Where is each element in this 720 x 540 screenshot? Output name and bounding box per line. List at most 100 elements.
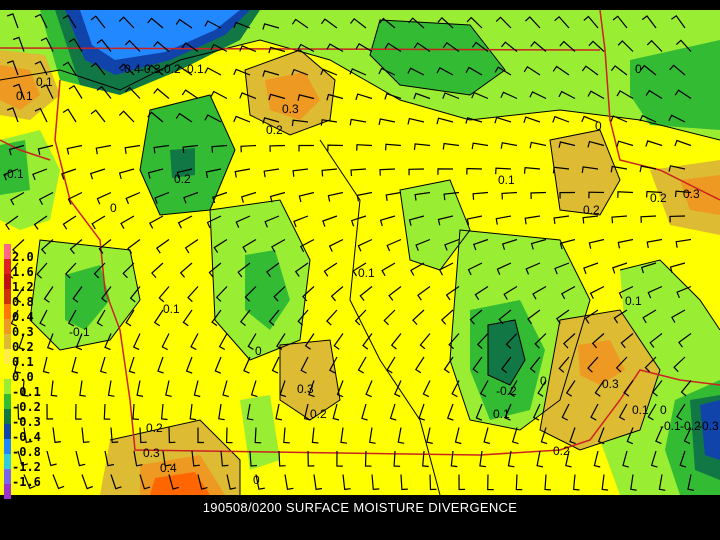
wind-barb [501,191,518,200]
wind-barb [552,166,570,174]
wind-barb [128,356,136,374]
wind-barb [437,17,454,29]
wind-barb [12,239,25,255]
wind-barb [124,39,141,52]
wind-barb [208,262,222,278]
wind-barb [181,89,199,99]
wind-barb [255,474,265,490]
wind-barb [333,333,344,350]
wind-barb [503,285,518,300]
wind-barb [90,62,106,76]
wind-barb [17,403,25,420]
wind-barb [646,39,663,52]
wind-barb [558,356,570,373]
wind-barb [413,143,431,150]
wind-barb [544,474,551,491]
legend-swatch [4,409,11,424]
wind-barb [530,191,547,200]
wind-barb [175,112,193,123]
wind-barb [125,309,135,327]
wind-barb [610,65,628,76]
wind-barb [540,427,548,445]
contour-label: -0.1 [183,62,204,76]
wind-barb [443,356,454,374]
wind-barb [511,427,519,445]
wind-barb [124,86,141,99]
wind-barb [407,117,425,125]
wind-barb [530,238,547,250]
blue-regions [80,10,240,60]
wind-barb [554,15,570,29]
wind-barb [668,114,686,123]
wind-barb [408,17,425,29]
legend-label: 1.2 [12,280,34,294]
wind-barb [336,450,343,467]
legend-swatch [4,454,11,469]
wind-barb [583,262,599,275]
wind-barb [197,474,208,490]
wind-barb [469,309,483,325]
wind-barb [438,262,454,276]
wind-barb [153,309,164,327]
wind-barb [352,262,367,277]
wind-barb [350,168,367,177]
wind-barb [71,356,79,374]
legend-swatch [4,424,11,439]
wind-barb [101,286,112,303]
wind-barb [239,309,251,326]
wind-barb [215,286,228,302]
wind-barb [197,427,204,444]
wind-barb [275,403,283,421]
wind-barb [646,190,663,198]
wind-barb [271,356,280,374]
wind-barb [419,333,431,350]
wind-barb [483,427,491,445]
wind-barb [211,144,228,153]
legend-swatch [4,469,11,484]
legend-swatch [4,334,11,349]
wind-barb [43,286,54,303]
wind-barb [187,286,199,303]
wind-barb [527,309,541,325]
wind-barb [204,20,222,29]
wind-barb [501,41,518,52]
contour-label: 0.2 [553,444,570,458]
wind-barb [617,191,634,198]
wind-barb [273,286,286,302]
wind-barb [340,427,348,444]
wind-barb [185,356,193,374]
wind-barb [445,286,460,301]
wind-barb [400,474,408,491]
wind-barb [355,93,373,101]
wind-barb [22,380,29,397]
wind-barb [320,68,338,76]
legend-label: 0.8 [12,295,34,309]
wind-barb [642,309,657,324]
wind-barb [12,83,25,99]
wind-barb [67,191,83,205]
wind-barb [644,356,657,373]
wind-barb [476,333,489,350]
wind-barb [356,191,373,202]
wind-barb [75,450,86,467]
wind-barb [23,474,36,490]
wind-barb [139,427,147,444]
wind-barb [408,215,425,226]
wind-barb [237,262,251,278]
wind-barb [588,191,605,199]
wind-barb [320,18,338,29]
wind-barb [262,70,280,77]
contour-label: 0.2 [174,172,191,186]
wind-barb [75,403,82,420]
wind-barb [591,333,605,349]
map-caption: 190508/0200 SURFACE MOISTURE DIVERGENCE [202,500,518,515]
wind-barb [297,43,315,53]
contour-label: 0.3 [282,102,299,116]
wind-barb [292,168,309,177]
wind-barb [242,238,257,253]
wind-barb [243,356,251,374]
wind-barb [443,191,460,201]
wind-barb [529,91,547,100]
legend-label: 0.1 [12,355,34,369]
wind-barb [23,427,33,443]
